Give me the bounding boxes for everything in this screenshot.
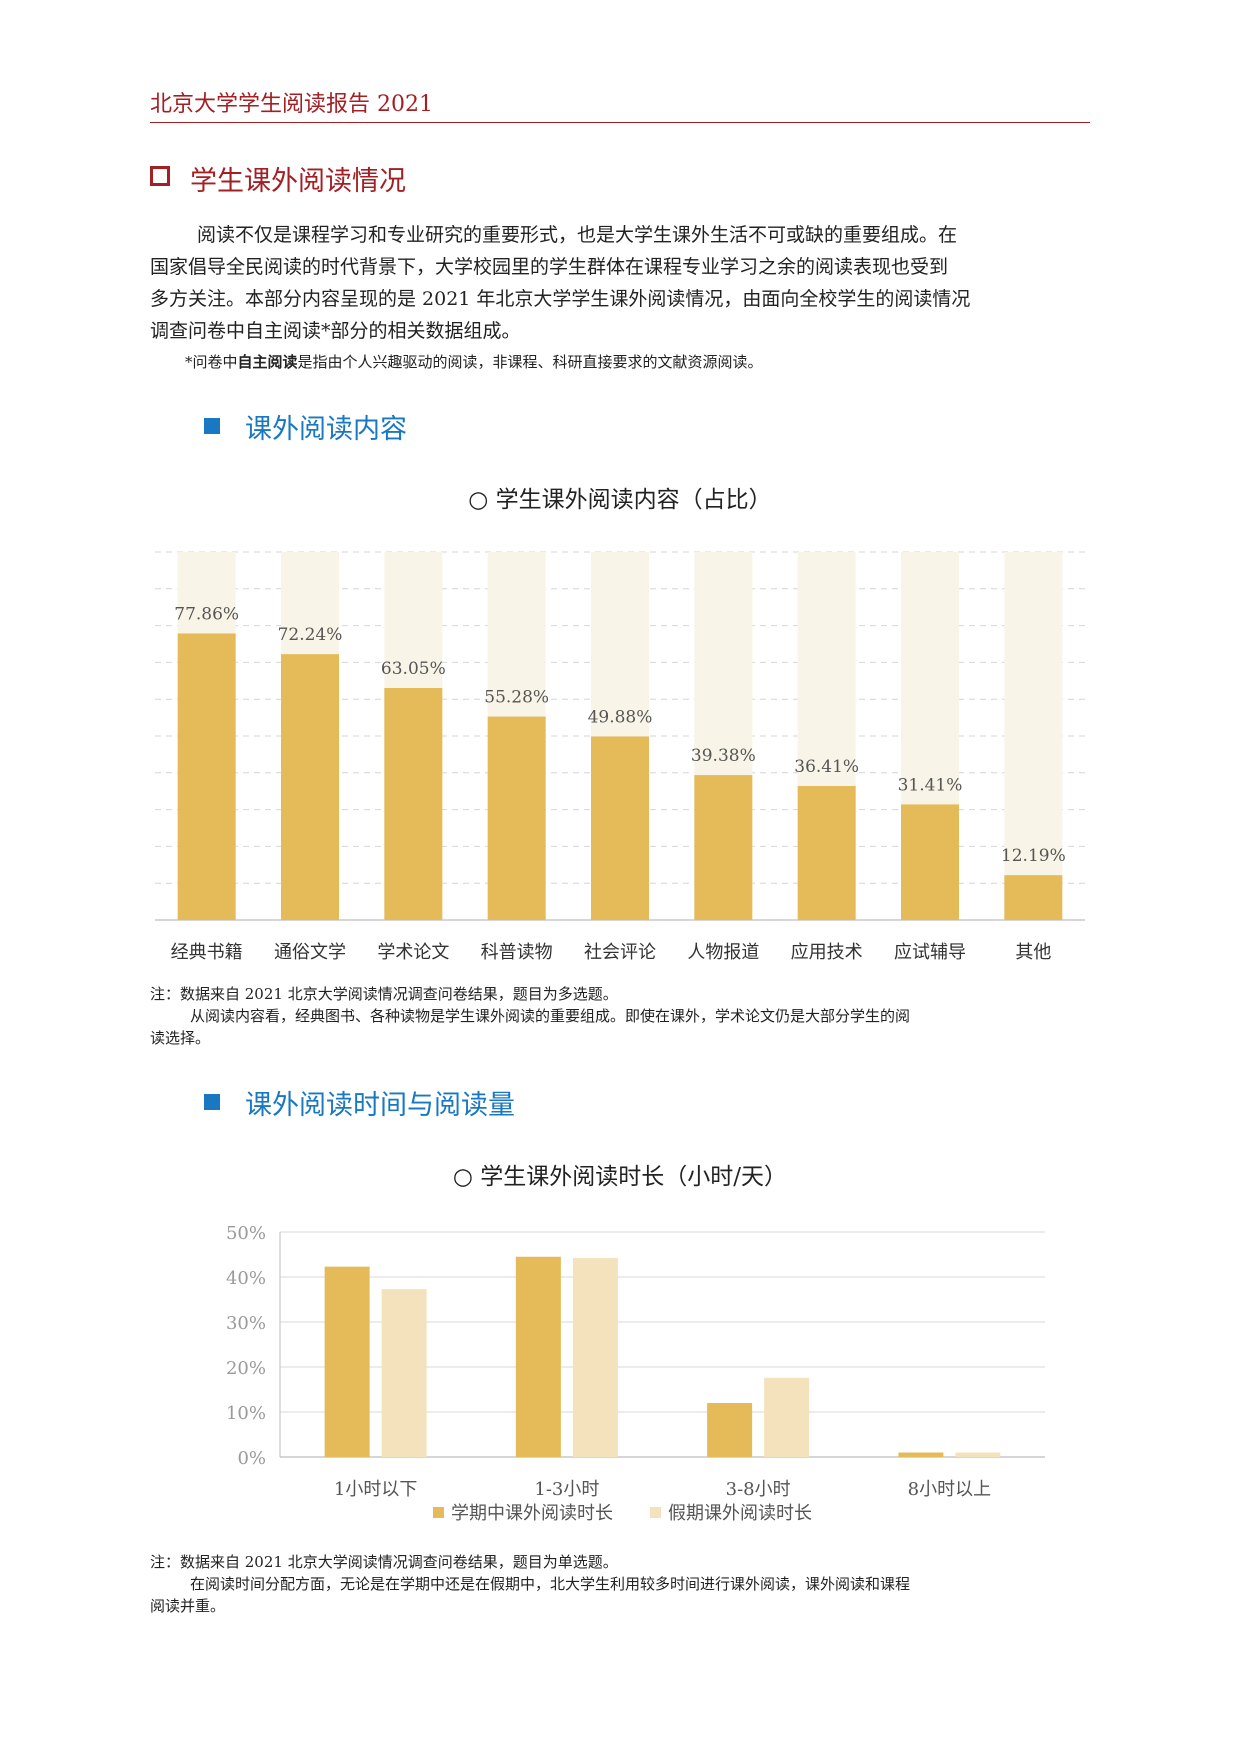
chart1-note-line-2: 读选择。 <box>150 1029 211 1047</box>
y-tick-label: 0% <box>237 1448 266 1469</box>
y-tick-label: 20% <box>226 1358 266 1379</box>
report-header-title: 北京大学学生阅读报告 2021 <box>150 92 433 117</box>
x-tick-label: 人物报道 <box>687 942 759 963</box>
footnote-prefix: *问卷中 <box>185 353 238 371</box>
header-divider <box>150 122 1090 123</box>
bar <box>764 1377 810 1457</box>
bar <box>591 736 649 920</box>
x-tick-label: 学术论文 <box>377 942 449 963</box>
bar-background-column <box>1004 552 1063 920</box>
intro-line-3: 多方关注。本部分内容呈现的是 2021 年北京大学学生课外阅读情况，由面向全校学… <box>150 288 971 310</box>
x-tick-label: 经典书籍 <box>171 942 243 963</box>
bar <box>281 654 339 920</box>
x-tick-label: 科普读物 <box>481 942 553 963</box>
chart2-note-line-2: 阅读并重。 <box>150 1597 226 1615</box>
bar-value-label: 63.05% <box>381 659 446 679</box>
intro-line-4: 调查问卷中自主阅读*部分的相关数据组成。 <box>150 320 521 342</box>
bar <box>177 633 236 920</box>
bar-value-label: 72.24% <box>278 625 343 645</box>
footnote-bold-term: 自主阅读 <box>237 353 298 371</box>
bar <box>324 1266 370 1457</box>
bar <box>898 1452 944 1457</box>
bar-value-label: 31.41% <box>898 775 963 795</box>
chart2-note-line-1: 在阅读时间分配方面，无论是在学期中还是在假期中，北大学生利用较多时间进行课外阅读… <box>190 1575 911 1593</box>
y-tick-label: 10% <box>226 1403 266 1424</box>
bar <box>515 1256 561 1457</box>
chart2-note-source: 注：数据来自 2021 北京大学阅读情况调查问卷结果，题目为单选题。 <box>150 1553 618 1571</box>
bar <box>955 1452 1001 1457</box>
bar-value-label: 49.88% <box>588 707 653 727</box>
bar <box>1004 875 1063 920</box>
bar <box>797 786 856 920</box>
footnote-suffix: 是指由个人兴趣驱动的阅读，非课程、科研直接要求的文献资源阅读。 <box>297 353 763 371</box>
subsection-title-time: 课外阅读时间与阅读量 <box>245 1090 515 1121</box>
chart2-svg: 0% 10% 20% 30% 40% 50% 1小时以下 1-3小时 3-8小时 8小时以上 学… <box>226 1223 1045 1524</box>
bar-value-label: 12.19% <box>1001 846 1066 866</box>
chart1-svg: 77.86% 72.24% 63.05% 55.28% 49.88% 39.38% 36.4… <box>155 551 1085 963</box>
bar-value-label: 39.38% <box>691 746 756 766</box>
y-tick-label: 30% <box>226 1313 266 1334</box>
bar <box>707 1403 753 1457</box>
x-tick-label: 社会评论 <box>584 942 656 963</box>
bar <box>384 687 443 920</box>
intro-line-1: 阅读不仅是课程学习和专业研究的重要形式，也是大学生课外生活不可或缺的重要组成。在 <box>197 224 958 246</box>
x-tick-label: 其他 <box>1015 942 1051 963</box>
x-tick-label: 3-8小时 <box>726 1479 791 1500</box>
chart1-note-source: 注：数据来自 2021 北京大学阅读情况调查问卷结果，题目为多选题。 <box>150 985 618 1003</box>
subsection-title-content: 课外阅读内容 <box>245 414 407 445</box>
footnote: *问卷中自主阅读是指由个人兴趣驱动的阅读，非课程、科研直接要求的文献资源阅读。 <box>185 351 763 372</box>
legend-label: 假期课外阅读时长 <box>668 1503 812 1524</box>
x-tick-label: 应试辅导 <box>894 942 966 963</box>
bar <box>901 804 959 920</box>
intro-line-2: 国家倡导全民阅读的时代背景下，大学校园里的学生群体在课程专业学习之余的阅读表现也… <box>150 256 949 278</box>
x-tick-label: 8小时以上 <box>908 1479 991 1500</box>
bar-value-label: 36.41% <box>794 757 859 777</box>
subsection-square-icon <box>204 418 220 434</box>
section-title: 学生课外阅读情况 <box>190 166 406 197</box>
x-tick-label: 通俗文学 <box>274 942 346 963</box>
subsection-square-icon <box>204 1094 220 1110</box>
legend-label: 学期中课外阅读时长 <box>451 1503 613 1524</box>
bar <box>381 1289 427 1457</box>
bar-value-label: 77.86% <box>174 604 239 624</box>
bar-value-label: 55.28% <box>484 688 549 708</box>
legend-swatch <box>650 1507 661 1518</box>
chart1-note-line-1: 从阅读内容看，经典图书、各种读物是学生课外阅读的重要组成。即使在课外，学术论文仍… <box>190 1007 911 1025</box>
y-tick-label: 40% <box>226 1268 266 1289</box>
bar <box>487 716 546 920</box>
section-checkbox-icon <box>150 166 170 186</box>
bar <box>572 1258 618 1457</box>
x-tick-label: 1小时以下 <box>334 1479 417 1500</box>
bar <box>694 775 753 920</box>
y-tick-label: 50% <box>226 1223 266 1244</box>
x-tick-label: 1-3小时 <box>534 1479 599 1500</box>
chart1-title: ○ 学生课外阅读内容（占比） <box>468 487 772 513</box>
x-tick-label: 应用技术 <box>791 942 863 963</box>
chart2-title: ○ 学生课外阅读时长（小时/天） <box>452 1164 788 1190</box>
legend-swatch <box>433 1507 444 1518</box>
